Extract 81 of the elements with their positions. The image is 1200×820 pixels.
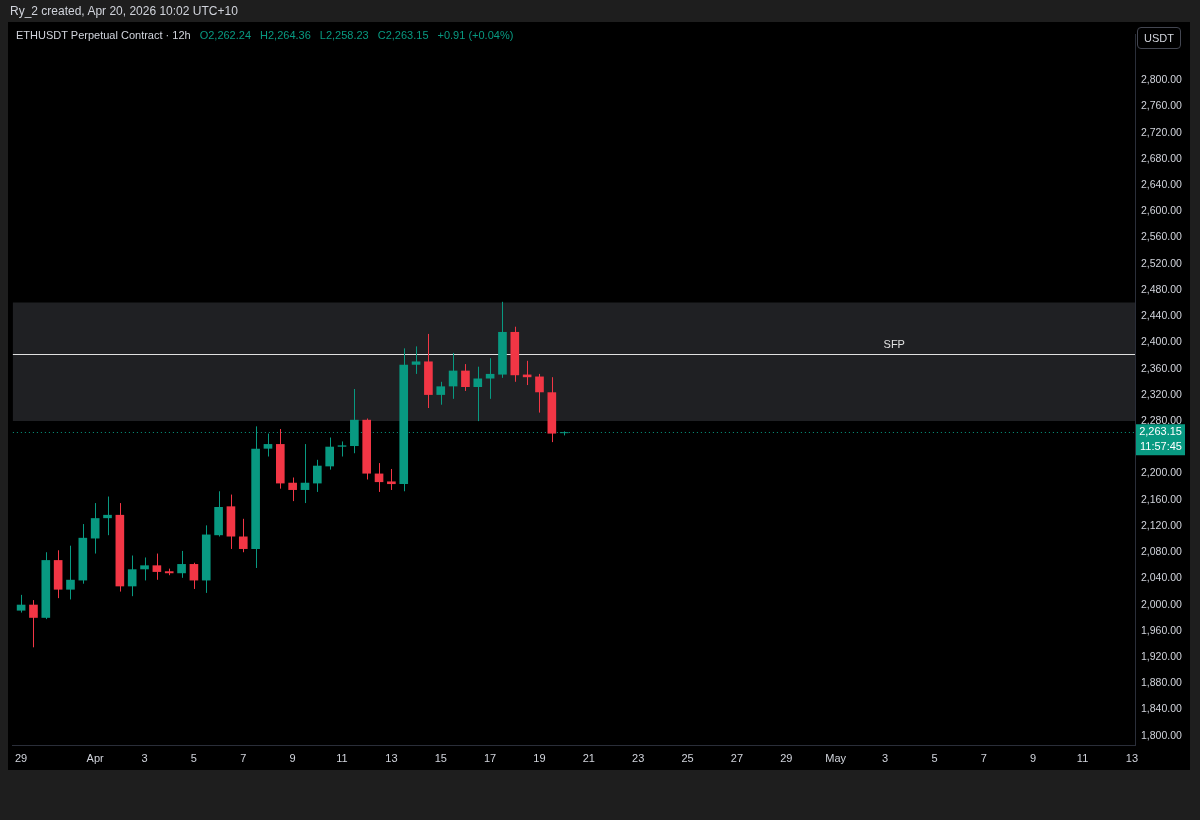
x-tick-label: 13 [385,751,398,764]
candlestick [140,556,149,581]
x-tick-label: 29 [14,751,28,764]
x-tick-label: 9 [289,751,296,764]
candlestick [300,443,310,504]
x-tick-label: 3 [141,751,148,764]
x-tick-label: 19 [533,751,546,764]
y-tick-label: 1,800.00 [1141,728,1183,741]
x-tick-label: 5 [931,751,938,764]
y-tick-label: 2,600.00 [1141,204,1183,217]
x-tick-label: Apr [86,751,105,764]
candlestick [473,366,483,422]
y-tick-label: 2,560.00 [1141,230,1183,243]
annotation: H2,264.36 [260,29,311,41]
candlestick [313,459,322,493]
chart-title: ETHUSDT Perpetual Contract · 12h [16,29,191,41]
y-tick-label: 2,640.00 [1141,177,1183,190]
x-tick-label: 3 [882,751,889,764]
x-tick-label: 17 [484,751,497,764]
y-tick-label: 2,360.00 [1141,361,1183,374]
y-tick-label: 2,440.00 [1141,309,1183,322]
annotation: +0.91 (+0.04%) [437,29,514,41]
x-tick-label: May [825,751,847,764]
candlestick [90,502,100,555]
x-tick-label: 5 [190,751,197,764]
y-tick-label: 2,200.00 [1141,466,1183,479]
candlestick [411,345,421,375]
x-tick-label: 29 [780,751,793,764]
x-tick-label: 23 [632,751,645,764]
y-tick-label: 1,960.00 [1141,623,1183,636]
y-tick-label: 2,320.00 [1141,387,1183,400]
y-tick-label: 1,880.00 [1141,676,1183,689]
candlestick [29,599,38,648]
candlestick [325,437,334,471]
x-tick-label: 13 [1125,751,1139,764]
ref-line-label: 2,263.15 11:57:45 [1139,425,1182,453]
candlestick [127,555,137,597]
x-tick-label: 9 [1030,751,1037,764]
candlestick [337,440,347,458]
x-tick-label: 11 [1076,751,1089,764]
annotation: C2,263.15 [377,29,429,41]
candlestick [461,363,470,392]
ref-line-label: SFP [883,338,905,351]
annotation: L2,258.23 [319,29,369,41]
y-tick-label: 2,000.00 [1141,597,1183,610]
x-tick-label: 7 [240,751,247,764]
candlestick [66,545,75,600]
y-tick-label: 2,400.00 [1141,335,1183,348]
candlestick [152,553,162,581]
y-tick-label: 2,800.00 [1141,73,1183,86]
chart-subtitle: Ry_2 created, Apr 20, 2026 10:02 UTC+10 [10,4,238,18]
candlestick [263,433,273,458]
x-tick-label: 15 [434,751,447,764]
y-tick-label: 1,840.00 [1141,702,1183,715]
y-tick-label: 2,280.00 [1141,414,1183,427]
y-tick-label: 2,040.00 [1141,571,1183,584]
y-tick-label: 2,120.00 [1141,518,1183,531]
y-tick-label: 1,920.00 [1141,650,1183,663]
candlestick [103,496,112,536]
y-tick-label: 2,720.00 [1141,125,1183,138]
y-tick-label: 2,160.00 [1141,492,1183,505]
candlestick [177,550,186,579]
candlestick [436,381,446,406]
y-tick-label: 2,480.00 [1141,282,1183,295]
y-tick-label: 2,080.00 [1141,545,1183,558]
candlestick [387,468,396,491]
candlestick [189,562,199,590]
x-tick-label: 7 [980,751,987,764]
x-tick-label: 27 [730,751,744,764]
y-tick-label: 2,680.00 [1141,151,1183,164]
candlestick [288,477,297,502]
candlestick [238,518,248,553]
y-axis-title: USDT [1137,27,1181,49]
annotation: O2,262.24 [199,29,252,41]
x-tick-label: 11 [336,751,348,764]
candlestick [485,357,495,400]
y-tick-label: 2,520.00 [1141,256,1183,269]
x-tick-label: 25 [681,751,694,764]
x-tick-label: 21 [582,751,595,764]
candlestick [535,373,544,414]
y-tick-label: 2,760.00 [1141,99,1183,112]
